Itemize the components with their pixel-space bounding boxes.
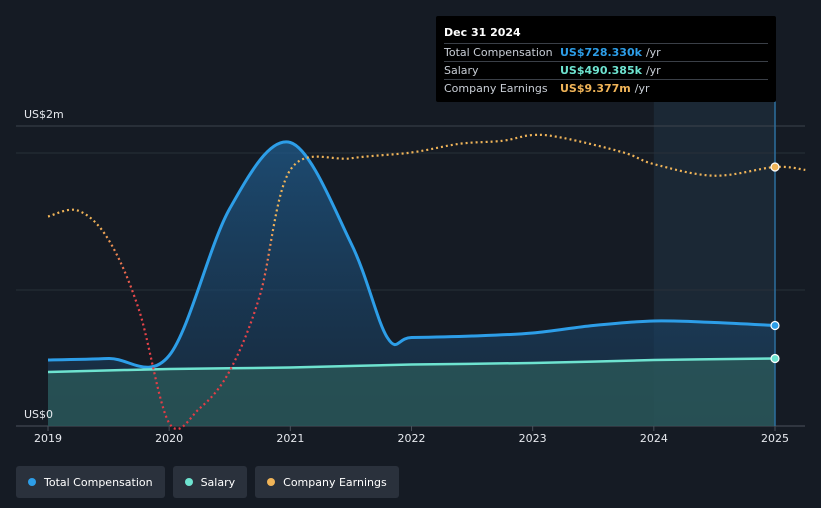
y-axis-top-label: US$2m	[24, 108, 64, 121]
tooltip-value: US$9.377m	[560, 82, 631, 95]
legend-dot-icon	[184, 478, 193, 486]
tooltip-value: US$728.330k	[560, 46, 642, 59]
x-tick-label: 2024	[640, 432, 668, 445]
tooltip-unit: /yr	[645, 64, 661, 77]
x-tick-label: 2020	[155, 432, 183, 445]
x-tick-label: 2019	[34, 432, 62, 445]
x-tick-label: 2022	[398, 432, 426, 445]
total-compensation-marker	[770, 320, 780, 331]
legend-dot-icon	[28, 478, 36, 486]
total-compensation-area	[48, 141, 775, 426]
tooltip-row-salary: Salary US$490.385k /yr	[444, 61, 768, 79]
y-axis-bottom-label: US$0	[24, 408, 53, 421]
total-compensation-line	[47, 140, 776, 369]
legend-salary[interactable]: Salary	[172, 466, 248, 498]
tooltip: Dec 31 2024 Total Compensation US$728.33…	[436, 16, 776, 102]
company-earnings-marker	[770, 162, 780, 172]
legend: Total Compensation Salary Company Earnin…	[16, 466, 399, 498]
legend-label: Salary	[200, 475, 236, 489]
tooltip-value: US$490.385k	[560, 64, 642, 77]
tooltip-row-total-compensation: Total Compensation US$728.330k /yr	[444, 43, 768, 61]
salary-marker	[770, 353, 780, 364]
tooltip-label: Salary	[444, 64, 479, 77]
tooltip-unit: /yr	[645, 46, 661, 59]
tooltip-label: Company Earnings	[444, 82, 548, 95]
x-tick-label: 2021	[276, 432, 304, 445]
company-earnings-line	[47, 133, 806, 431]
legend-dot-icon	[267, 478, 276, 486]
legend-company-earnings[interactable]: Company Earnings	[255, 466, 399, 498]
tooltip-unit: /yr	[634, 82, 650, 95]
legend-label: Total Compensation	[44, 475, 153, 489]
legend-total-compensation[interactable]: Total Compensation	[16, 466, 165, 498]
salary-area	[48, 358, 775, 426]
tooltip-row-company-earnings: Company Earnings US$9.377m /yr	[444, 79, 768, 97]
salary-line	[47, 357, 776, 374]
x-tick-label: 2023	[519, 432, 547, 445]
legend-label: Company Earnings	[283, 475, 387, 489]
tooltip-label: Total Compensation	[444, 46, 553, 59]
x-tick-label: 2025	[761, 432, 789, 445]
tooltip-date: Dec 31 2024	[444, 26, 521, 39]
